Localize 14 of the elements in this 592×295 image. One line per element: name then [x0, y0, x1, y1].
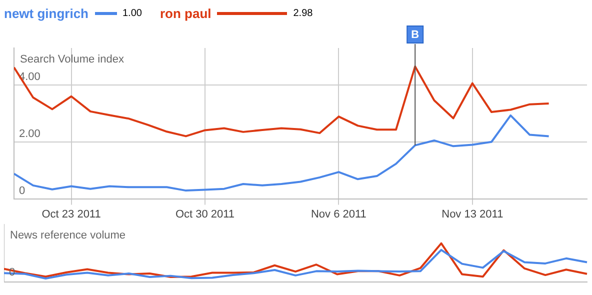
y-tick-label: 0 — [19, 184, 26, 197]
text: 1.00 — [122, 8, 142, 18]
x-tick-label: Nov 13 2011 — [442, 208, 504, 220]
x-tick-label: Oct 30 2011 — [175, 208, 235, 220]
x-tick-label: Oct 23 2011 — [42, 208, 101, 220]
annotation: 0 — [9, 266, 16, 279]
text: Search Volume index — [20, 54, 124, 66]
chart-title: News reference volume — [10, 230, 126, 242]
legend-label: newt gingrich — [4, 6, 88, 20]
ref-line-label: B — [411, 29, 420, 42]
x-tick-label: Nov 6 2011 — [310, 208, 366, 220]
text: ron paul — [160, 6, 212, 20]
y-tick-label: 2.00 — [19, 128, 40, 140]
text: 2.98 — [293, 8, 313, 18]
